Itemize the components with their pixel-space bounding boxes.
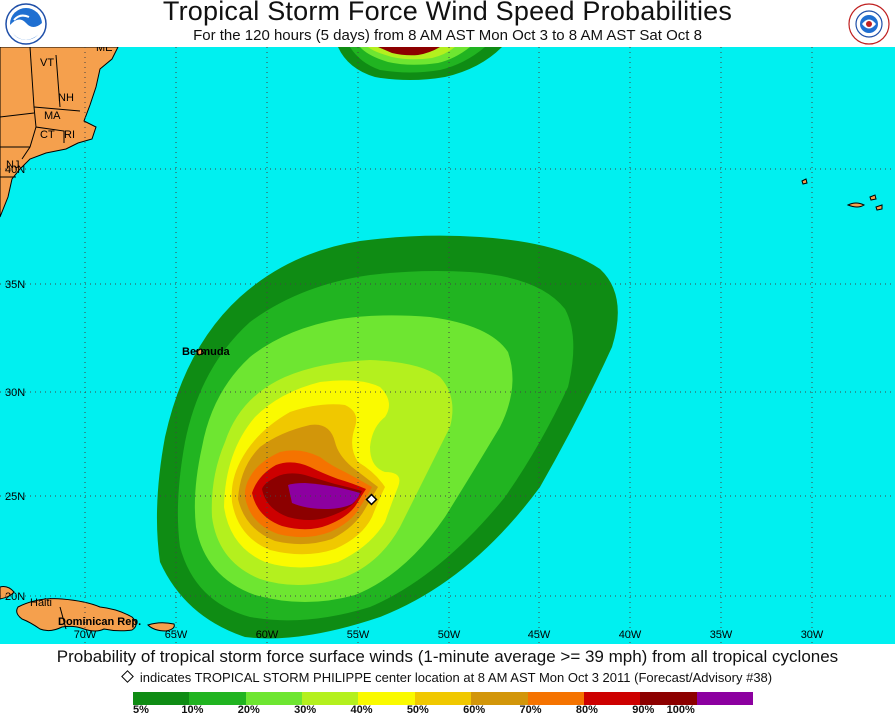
legend-swatch [133,692,190,705]
map-caption: Probability of tropical storm force surf… [56,647,839,666]
legend-label: 80% [575,704,598,716]
label-dominican-rep: Dominican Rep. [58,616,141,628]
legend-label: 30% [294,704,317,716]
legend-label: 5% [133,704,149,716]
label-ma: MA [44,110,61,122]
legend-label: 90% [632,704,655,716]
page-subtitle: For the 120 hours (5 days) from 8 AM AST… [193,27,702,44]
land-masses [0,47,883,632]
longitude-labels: 70W 65W 60W 55W 50W 45W 40W 35W 30W [74,629,824,641]
longitude-label: 35W [710,629,733,641]
footer: Probability of tropical storm force surf… [0,644,895,716]
legend-swatch [640,692,697,705]
longitude-label: 45W [528,629,551,641]
storm-probability-contours [156,235,618,639]
legend-label: 20% [237,704,260,716]
legend-swatch [414,692,472,705]
legend-swatch [527,692,584,705]
probability-legend: 5% 10% 20% 30% 40% 50% 60% 70% 80% 90% 100% [133,692,753,716]
legend-label: 70% [519,704,542,716]
longitude-label: 60W [256,629,279,641]
latitude-labels: 40N 35N 30N 25N 20N [5,164,25,603]
latitude-label: 20N [5,591,25,603]
legend-swatch [471,692,528,705]
noaa-logo [5,3,47,45]
legend-swatch [302,692,359,705]
storm-center-note-text: indicates TROPICAL STORM PHILIPPE center… [139,670,773,685]
longitude-label: 30W [801,629,824,641]
latitude-label: 40N [5,164,25,176]
storm-center-note: indicates TROPICAL STORM PHILIPPE center… [0,670,895,685]
legend-label: 10% [181,704,204,716]
northern-probability-area [338,47,502,80]
legend-swatch [696,692,753,705]
nws-logo [848,3,890,45]
diamond-icon [121,670,134,683]
label-vt: VT [40,57,54,69]
latitude-label: 30N [5,387,25,399]
legend-label: 100% [666,704,695,716]
longitude-label: 65W [165,629,188,641]
longitude-label: 50W [438,629,461,641]
place-labels: VT ME NH MA CT RI NJ Bermuda Haiti Domin… [6,47,231,628]
lat-lon-grid [0,47,895,644]
label-nj: NJ [6,159,19,171]
label-me: ME [96,47,113,54]
longitude-label: 40W [619,629,642,641]
storm-center-marker [365,493,378,506]
legend-swatch [189,692,246,705]
longitude-label: 55W [347,629,370,641]
legend-label: 40% [350,704,373,716]
legend-swatch [583,692,641,705]
page-title: Tropical Storm Force Wind Speed Probabil… [162,0,733,26]
latitude-label: 25N [5,491,25,503]
label-nh: NH [58,92,74,104]
latitude-label: 35N [5,279,25,291]
label-ri: RI [64,129,75,141]
legend-label: 60% [463,704,486,716]
longitude-label: 70W [74,629,97,641]
label-bermuda: Bermuda [182,346,231,358]
probability-map: 40N 35N 30N 25N 20N 70W 65W 60W 55W 50W 45W 40W 35W… [0,47,895,644]
header: Tropical Storm Force Wind Speed Probabil… [0,0,895,47]
legend-swatch [245,692,303,705]
legend-swatch [358,692,415,705]
label-haiti: Haiti [30,597,52,609]
label-ct: CT [40,129,55,141]
political-borders [0,47,81,630]
legend-label: 50% [406,704,429,716]
